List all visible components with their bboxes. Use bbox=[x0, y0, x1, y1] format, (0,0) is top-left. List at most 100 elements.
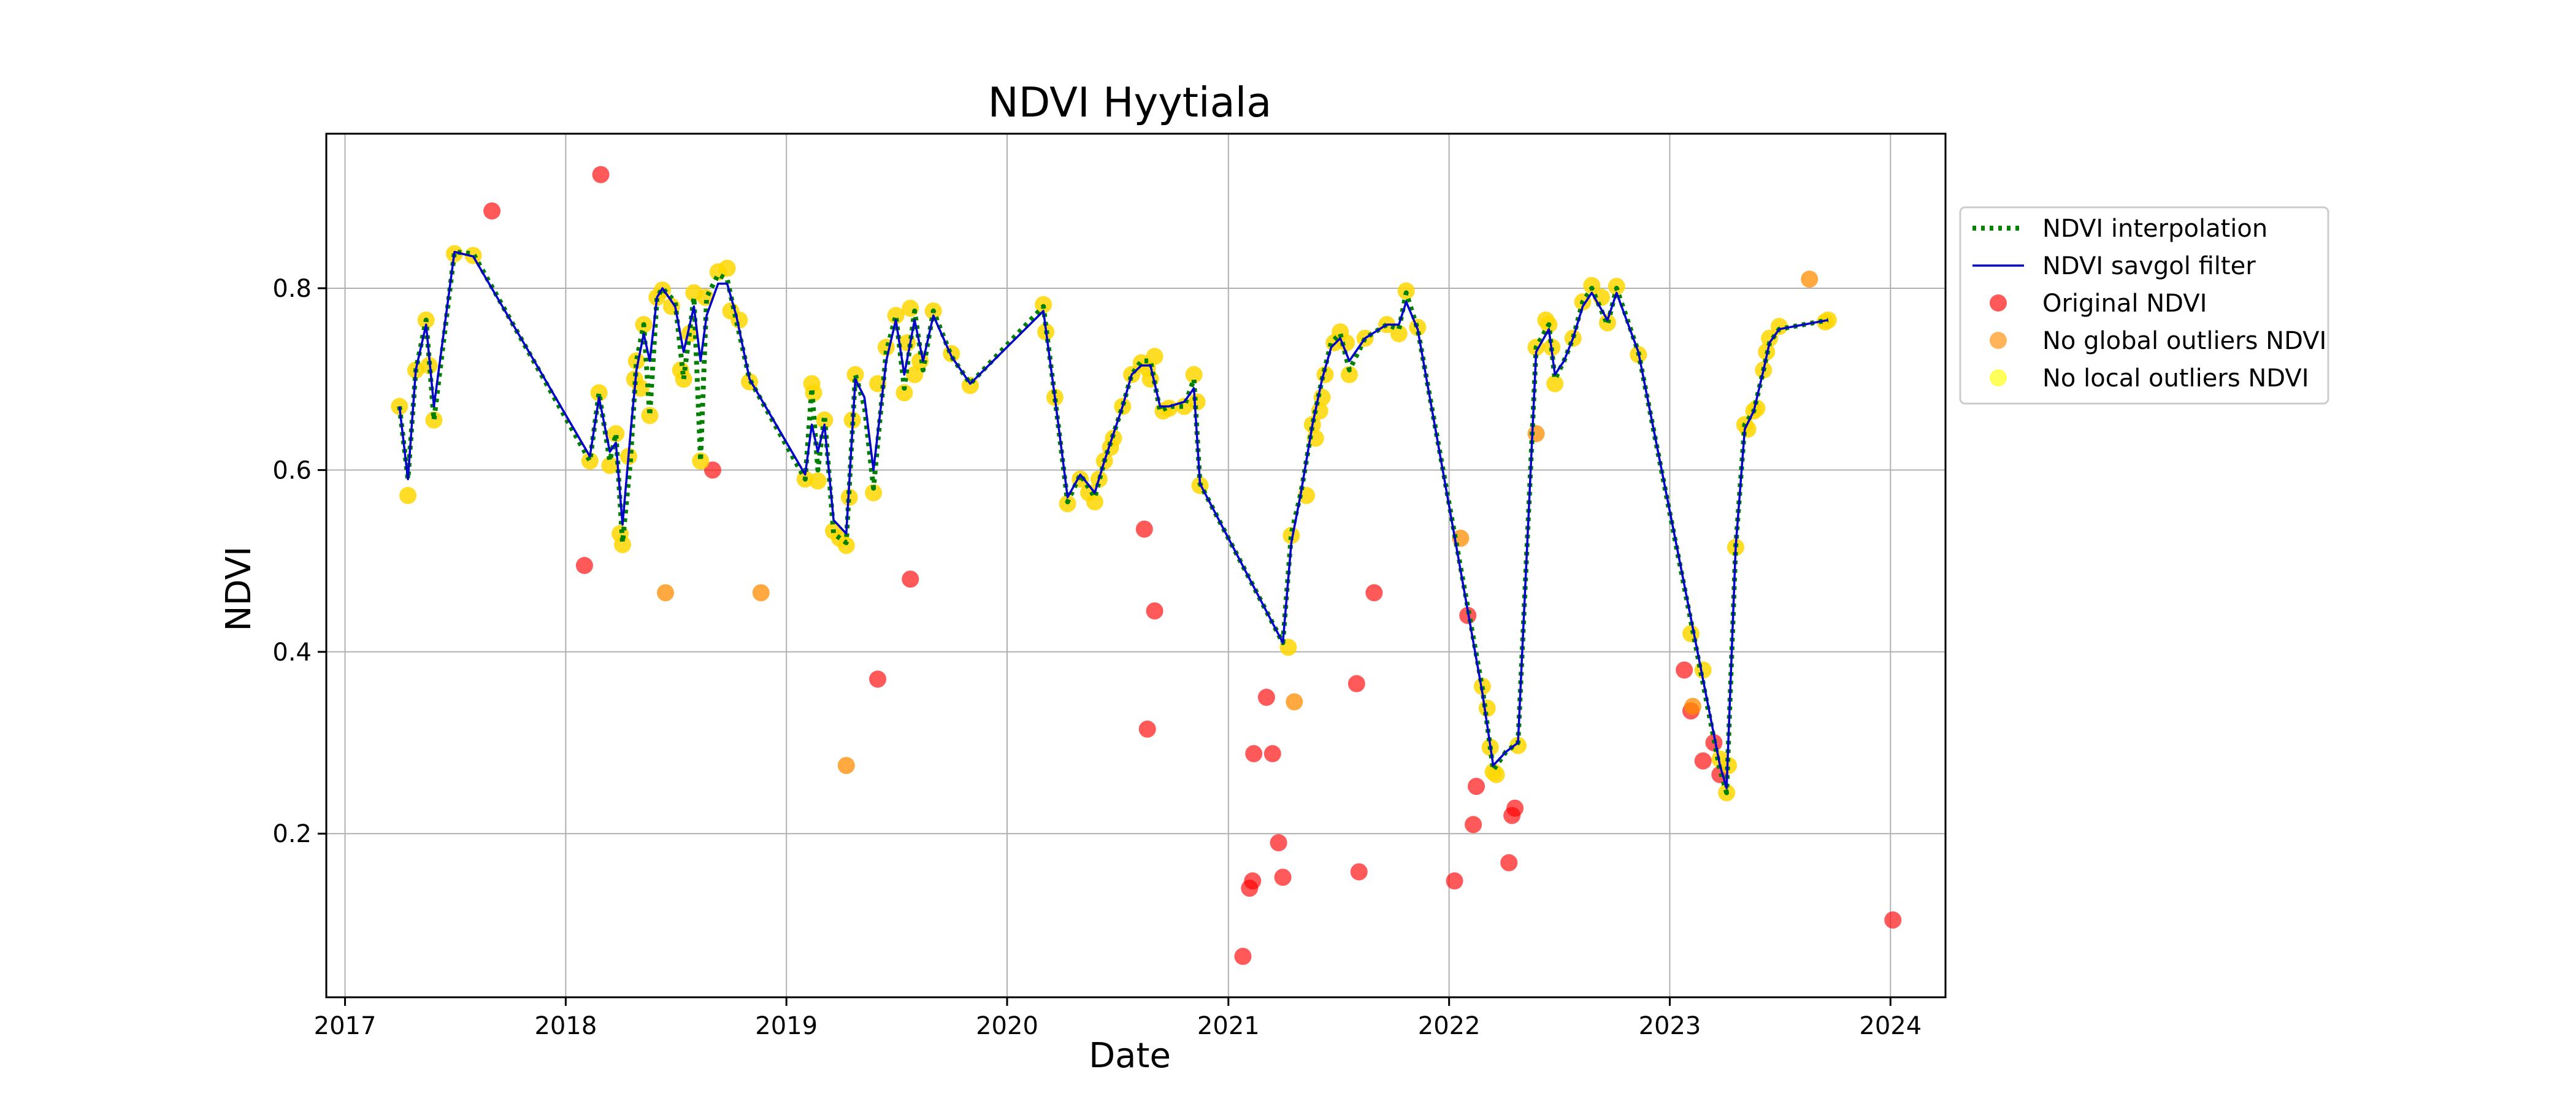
original-ndvi-point bbox=[703, 461, 721, 479]
legend-frame bbox=[1959, 206, 2329, 405]
y-tick-label: 0.2 bbox=[272, 820, 312, 848]
original-ndvi-point bbox=[1135, 520, 1153, 538]
local-outlier-ndvi-point bbox=[590, 384, 608, 402]
original-ndvi-point bbox=[592, 166, 610, 183]
original-ndvi-point bbox=[1347, 675, 1365, 692]
legend-item: NDVI interpolation bbox=[1972, 215, 2267, 243]
local-outlier-ndvi-point bbox=[809, 472, 827, 490]
local-outlier-ndvi-point bbox=[902, 299, 919, 317]
global-outlier-ndvi-point bbox=[837, 757, 855, 775]
original-ndvi-point bbox=[902, 570, 919, 588]
local-outlier-ndvi-point bbox=[614, 535, 632, 553]
local-outlier-ndvi-point bbox=[895, 384, 913, 402]
legend-label: NDVI savgol filter bbox=[2042, 252, 2256, 280]
local-outlier-ndvi-point bbox=[581, 452, 599, 470]
original-ndvi-point bbox=[1270, 834, 1287, 852]
ndvi-interpolation-line bbox=[397, 249, 1829, 795]
local-outlier-ndvi-point bbox=[943, 345, 960, 362]
plot-series bbox=[391, 166, 1902, 965]
original-ndvi-point bbox=[1694, 752, 1712, 770]
global-outlier-ndvi-point bbox=[1801, 270, 1819, 288]
x-tick-label: 2020 bbox=[976, 1012, 1038, 1040]
legend-local-swatch bbox=[1990, 369, 2007, 386]
global-outlier-ndvi-point bbox=[1286, 693, 1303, 711]
x-tick-label: 2022 bbox=[1418, 1012, 1481, 1040]
local-outlier-ndvi-markers bbox=[391, 245, 1837, 802]
y-axis-label: NDVI bbox=[219, 546, 259, 632]
y-tick-label: 0.4 bbox=[272, 638, 312, 667]
x-tick-label: 2023 bbox=[1639, 1012, 1701, 1040]
plot-frame bbox=[325, 132, 1947, 999]
ndvi-savgol-line bbox=[398, 250, 1829, 789]
local-outlier-ndvi-point bbox=[1770, 318, 1788, 335]
x-tick-label: 2019 bbox=[755, 1012, 818, 1040]
original-ndvi-point bbox=[869, 670, 887, 688]
local-outlier-ndvi-point bbox=[837, 537, 855, 554]
original-ndvi-point bbox=[575, 557, 593, 574]
local-outlier-ndvi-point bbox=[718, 259, 736, 277]
y-axis-ticks: 0.2 0.4 0.6 0.8 bbox=[272, 275, 326, 848]
x-tick-label: 2021 bbox=[1197, 1012, 1260, 1040]
original-ndvi-point bbox=[1257, 688, 1275, 706]
legend-original-swatch bbox=[1990, 294, 2007, 312]
local-outlier-ndvi-point bbox=[1282, 527, 1300, 545]
local-outlier-ndvi-point bbox=[1185, 366, 1203, 383]
original-ndvi-point bbox=[1884, 911, 1902, 929]
local-outlier-ndvi-point bbox=[641, 407, 659, 424]
legend-item: NDVI savgol filter bbox=[1972, 252, 2256, 280]
original-ndvi-point bbox=[483, 202, 501, 220]
original-ndvi-point bbox=[1506, 799, 1524, 817]
legend-item: No global outliers NDVI bbox=[1990, 327, 2326, 355]
global-outlier-ndvi-markers bbox=[657, 270, 1819, 775]
local-outlier-ndvi-point bbox=[1146, 348, 1163, 366]
local-outlier-ndvi-point bbox=[399, 486, 417, 504]
legend-label: Original NDVI bbox=[2042, 289, 2207, 318]
local-outlier-ndvi-point bbox=[601, 456, 619, 474]
grid-lines bbox=[326, 134, 1945, 997]
local-outlier-ndvi-point bbox=[1160, 399, 1178, 417]
original-ndvi-point bbox=[1245, 745, 1263, 762]
local-outlier-ndvi-point bbox=[1583, 277, 1601, 294]
local-outlier-ndvi-point bbox=[425, 411, 443, 429]
local-outlier-ndvi-point bbox=[675, 370, 692, 388]
y-tick-label: 0.6 bbox=[272, 456, 312, 485]
global-outlier-ndvi-point bbox=[657, 584, 675, 602]
local-outlier-ndvi-point bbox=[607, 425, 625, 443]
local-outlier-ndvi-point bbox=[1338, 334, 1355, 351]
x-tick-label: 2024 bbox=[1859, 1012, 1922, 1040]
original-ndvi-point bbox=[1234, 948, 1252, 965]
legend: NDVI interpolation NDVI savgol filter Orig… bbox=[1959, 206, 2329, 405]
local-outlier-ndvi-point bbox=[1761, 329, 1779, 347]
original-ndvi-markers bbox=[483, 166, 1902, 965]
local-outlier-ndvi-point bbox=[1390, 325, 1408, 343]
local-outlier-ndvi-point bbox=[1340, 366, 1358, 383]
original-ndvi-point bbox=[1465, 816, 1482, 834]
original-ndvi-point bbox=[1446, 872, 1463, 890]
global-outlier-ndvi-point bbox=[752, 584, 770, 602]
x-tick-label: 2017 bbox=[314, 1012, 377, 1040]
local-outlier-ndvi-point bbox=[865, 484, 883, 502]
legend-item: Original NDVI bbox=[1990, 289, 2207, 318]
local-outlier-ndvi-point bbox=[1509, 737, 1527, 754]
local-outlier-ndvi-point bbox=[627, 352, 645, 370]
original-ndvi-point bbox=[1138, 720, 1156, 738]
local-outlier-ndvi-point bbox=[1546, 375, 1564, 393]
legend-global-swatch bbox=[1990, 332, 2007, 349]
legend-item: No local outliers NDVI bbox=[1990, 364, 2309, 393]
original-ndvi-point bbox=[1244, 872, 1262, 890]
original-ndvi-point bbox=[1263, 745, 1281, 762]
local-outlier-ndvi-point bbox=[1086, 493, 1103, 511]
chart-title: NDVI Hyytiala bbox=[988, 79, 1272, 126]
local-outlier-ndvi-point bbox=[1487, 765, 1505, 783]
legend-label: No global outliers NDVI bbox=[2042, 327, 2326, 355]
local-outlier-ndvi-point bbox=[887, 307, 905, 324]
local-outlier-ndvi-point bbox=[906, 366, 924, 383]
original-ndvi-point bbox=[1274, 868, 1292, 886]
local-outlier-ndvi-point bbox=[846, 366, 864, 383]
global-outlier-ndvi-point bbox=[1684, 697, 1701, 715]
original-ndvi-point bbox=[1500, 854, 1518, 872]
x-tick-label: 2018 bbox=[534, 1012, 597, 1040]
x-axis-ticks: 2017 2018 2019 2020 2021 2022 2023 2024 bbox=[314, 997, 1922, 1040]
original-ndvi-point bbox=[1676, 661, 1693, 679]
